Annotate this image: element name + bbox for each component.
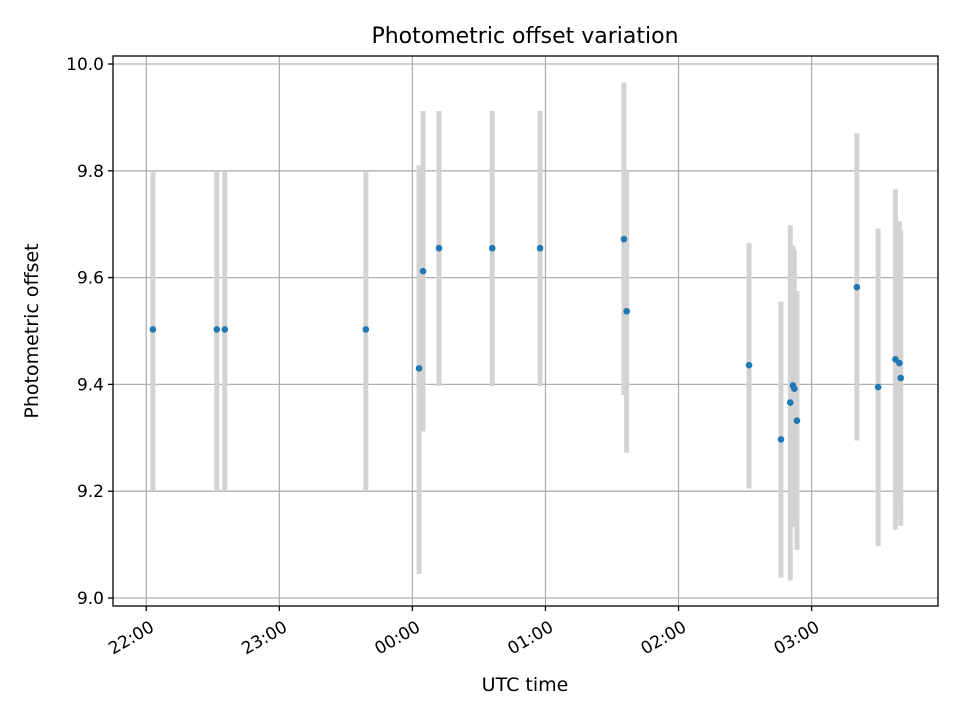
plot-area-frame xyxy=(112,55,939,607)
data-point xyxy=(435,244,443,252)
data-point xyxy=(897,374,905,382)
data-points xyxy=(149,235,905,443)
y-tick-label: 9.0 xyxy=(77,589,104,609)
y-axis-label: Photometric offset xyxy=(21,243,43,418)
data-point xyxy=(149,326,157,333)
data-point xyxy=(221,326,229,333)
data-point xyxy=(623,307,630,315)
x-axis-label: UTC time xyxy=(482,674,569,696)
data-point xyxy=(213,326,221,333)
data-point xyxy=(745,361,753,369)
y-tick-label: 9.8 xyxy=(77,162,104,182)
data-point xyxy=(536,244,544,252)
data-point xyxy=(793,417,801,425)
y-tick-label: 10.0 xyxy=(66,55,104,75)
y-tick-label: 9.4 xyxy=(77,375,104,395)
y-tick-label: 9.6 xyxy=(77,269,104,289)
data-point xyxy=(786,399,794,406)
data-point xyxy=(620,235,628,243)
data-point xyxy=(362,326,370,333)
data-point xyxy=(419,267,427,275)
data-point xyxy=(896,359,903,367)
data-point xyxy=(853,283,861,291)
chart-title: Photometric offset variation xyxy=(371,24,678,49)
data-point xyxy=(415,365,423,372)
data-point xyxy=(488,244,496,252)
data-point xyxy=(790,385,798,392)
grid-lines xyxy=(113,56,938,606)
y-tick-label: 9.2 xyxy=(77,482,104,502)
data-point xyxy=(777,436,785,443)
data-point xyxy=(874,383,882,391)
